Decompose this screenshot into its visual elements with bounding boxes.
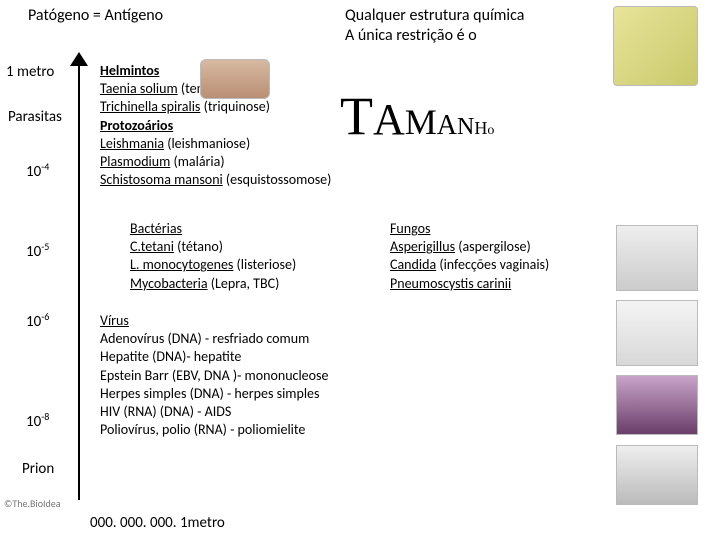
taenia-name: Taenia solium (100, 80, 178, 97)
tick-10-6-base: 10 (26, 313, 41, 331)
slide-title: Patógeno = Antígeno (28, 6, 163, 25)
virus-hepatite: Hepatite (DNA)- hepatite (100, 348, 328, 366)
schistosoma-disease: (esquistossomose) (223, 171, 332, 188)
virus-block: Vírus Adenovírus (DNA) - resfriado comum… (100, 312, 328, 439)
virus-polio: Poliovírus, polio (RNA) - poliomielite (100, 421, 328, 439)
bacteria-fungos-block: Bactérias C.tetani (tétano) L. monocytog… (130, 220, 610, 293)
bacterias-heading: Bactérias (130, 220, 182, 237)
tick-10-8-exp: -8 (41, 410, 49, 423)
fungos-heading: Fungos (390, 220, 431, 237)
virus-ebv: Epstein Barr (EBV, DNA )- mononucleose (100, 367, 328, 385)
ctetani-name: C.tetani (130, 238, 174, 255)
tamanho-t: T (340, 86, 373, 146)
tick-10-8: 10-8 (26, 410, 49, 431)
virus-adeno: Adenovírus (DNA) - resfriado comum (100, 330, 328, 348)
tamanho-n: N (457, 114, 474, 140)
image-worm (200, 59, 270, 99)
image-fungus (616, 225, 698, 291)
tick-parasitas: Parasitas (8, 108, 62, 126)
image-virus (616, 375, 698, 435)
schistosoma-name: Schistosoma mansoni (100, 171, 223, 188)
image-spore (616, 300, 698, 366)
candida-disease: (infecções vaginais) (436, 256, 549, 273)
ctetani-disease: (tétano) (174, 238, 223, 255)
tamanho-a: A (373, 95, 405, 144)
listeria-disease: (listeriose) (233, 256, 296, 273)
image-prion (616, 445, 698, 505)
tick-10-4-base: 10 (26, 163, 41, 181)
tamanho-word: TAMANHo (340, 85, 494, 147)
tick-10-4-exp: -4 (41, 160, 49, 173)
mycobacteria-disease: (Lepra, TBC) (208, 275, 280, 292)
aspergillus-disease: (aspergilose) (455, 238, 531, 255)
tick-10-5-exp: -5 (41, 240, 49, 253)
candida-name: Candida (390, 256, 436, 273)
tick-prion: Prion (22, 460, 54, 478)
virus-herpes: Herpes simples (DNA) - herpes simples (100, 385, 328, 403)
virus-hiv: HIV (RNA) (DNA) - AIDS (100, 403, 328, 421)
tick-1metro: 1 metro (6, 63, 54, 81)
tamanho-a2: A (437, 110, 457, 141)
helmintos-heading: Helmintos (100, 62, 159, 79)
plasmodium-name: Plasmodium (100, 153, 170, 170)
tamanho-m: M (405, 102, 437, 142)
mycobacteria-name: Mycobacteria (130, 275, 208, 292)
footer-scale: 000. 000. 000. 1metro (90, 514, 225, 532)
protozoarios-heading: Protozoários (100, 117, 173, 134)
listeria-name: L. monocytogenes (130, 256, 233, 273)
tick-10-4: 10-4 (26, 160, 49, 181)
trichinella-disease: (triquinose) (200, 98, 270, 115)
tick-10-5: 10-5 (26, 240, 49, 261)
tamanho-h: H (474, 118, 487, 138)
tick-10-5-base: 10 (26, 243, 41, 261)
plasmodium-disease: (malária) (170, 153, 224, 170)
pneumocystis-name: Pneumoscystis carinii (390, 275, 511, 292)
tick-10-8-base: 10 (26, 413, 41, 431)
fungos-col: Fungos Asperigillus (aspergilose) Candid… (390, 220, 610, 293)
virus-heading: Vírus (100, 312, 129, 329)
tick-10-6-exp: -6 (41, 310, 49, 323)
copyright: ©The.BioIdea (4, 497, 61, 510)
intro-line-1: Qualquer estrutura química (345, 6, 524, 25)
aspergillus-name: Asperigillus (390, 238, 455, 255)
trichinella-name: Trichinella spiralis (100, 98, 200, 115)
image-lemon (613, 6, 698, 86)
leishmania-name: Leishmania (100, 135, 164, 152)
tick-10-6: 10-6 (26, 310, 49, 331)
intro-line-2: A única restrição é o (345, 26, 477, 45)
intro-text: Qualquer estrutura química A única restr… (345, 6, 585, 46)
leishmania-disease: (leishmaniose) (164, 135, 250, 152)
tamanho-o: o (487, 123, 494, 138)
scale-axis (78, 60, 80, 500)
bacterias-col: Bactérias C.tetani (tétano) L. monocytog… (130, 220, 350, 293)
